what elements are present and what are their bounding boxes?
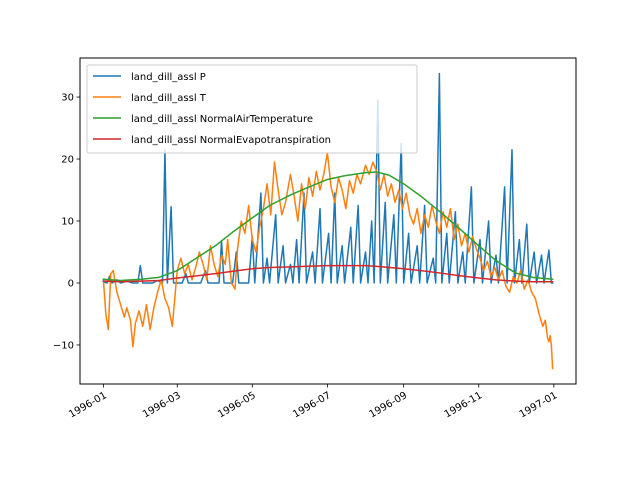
y-tick-label-1: 0 <box>68 279 74 290</box>
y-tick-label-0: −10 <box>53 341 74 352</box>
legend-label-2: land_dill_assl NormalAirTemperature <box>131 114 313 125</box>
plot-area <box>102 72 554 370</box>
series-line-1 <box>102 152 554 370</box>
legend-label-0: land_dill_assl P <box>131 72 206 83</box>
y-tick-label-4: 30 <box>61 93 74 104</box>
legend-label-3: land_dill_assl NormalEvapotranspiration <box>131 135 331 146</box>
legend-box <box>86 64 418 154</box>
legend-label-1: land_dill_assl T <box>131 93 207 104</box>
series-line-2 <box>102 171 554 282</box>
y-tick-label-3: 20 <box>61 155 74 166</box>
y-tick-label-2: 10 <box>61 217 74 228</box>
legend: land_dill_assl P land_dill_assl T land_dil… <box>86 64 418 154</box>
series-line-3 <box>102 264 554 283</box>
y-axis: −10 0 10 20 30 <box>53 93 80 352</box>
